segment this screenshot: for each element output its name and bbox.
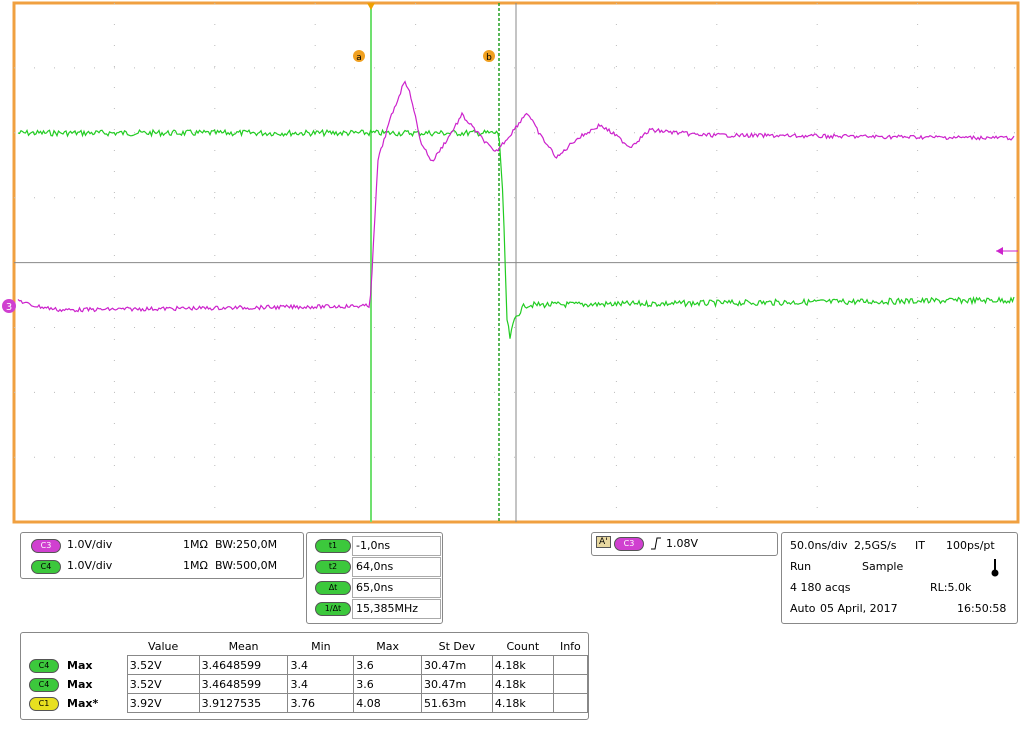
acq-text: RL:5.0k [930,581,972,594]
header-cell: Count [506,639,540,653]
trigger-arrow [996,247,1003,255]
measure-name: Max [67,658,93,672]
ref-label: 3 [6,302,12,313]
measure-cell: 3.4648599 [198,655,289,675]
measure-cell: 4.08 [353,693,422,713]
badge: C4 [29,658,59,673]
badge: C4 [29,677,59,692]
grid [14,3,1018,522]
measure-cell: 4.18k [491,674,554,694]
header-cell [25,637,127,656]
trigger-pos [367,3,375,10]
badge: C3 [31,539,61,553]
badge: C3 [614,537,644,551]
measure-cell: 30.47m [420,655,493,675]
measure-cell: 3.9127535 [198,693,289,713]
header-cell: Info [559,639,581,653]
badge: C1 [29,696,59,711]
row-label: C1 Max* [25,694,127,713]
bandwidth: BW:500,0M [215,559,278,572]
measurement-row: C4 Max 3.52V 3.4648599 3.4 3.6 30.47m 4.18k [25,655,589,675]
trace-c4 [17,128,1015,339]
measure-cell: 3.4 [287,674,355,694]
scale: 1.0V/div [67,538,113,551]
waveform-display: a b 3 [2,1,1020,524]
trigger-state-icon [991,559,999,577]
acq-text: 100ps/pt [946,539,995,552]
cursor-value: 65,0ns [352,578,441,598]
header-row: Value Mean Min Max St Dev Count Info [25,637,588,656]
acq-text: 05 April, 2017 [820,602,898,615]
cursor-badge: 1/Δt [315,602,351,616]
acq-text: 2,5GS/s [854,539,897,552]
measure-cell [552,655,589,675]
trigger-source: A' [596,536,611,548]
cursor-badge: t2 [315,560,351,574]
measure-cell: 3.4648599 [198,674,289,694]
acq-text: 16:50:58 [957,602,1007,615]
row-label: C4 Max [25,675,127,694]
cursor-a-label: a [356,53,362,63]
measurement-row: C1 Max* 3.92V 3.9127535 3.76 4.08 51.63m 4.18k [25,693,589,713]
ref-marker [2,299,16,313]
cursor-b-label: b [486,53,492,63]
channel-panel: C3 1.0V/div 1MΩ BW:250,0M C4 1.0V/div 1M… [20,532,304,579]
acq-text: Sample [862,560,904,573]
cursor-panel: t1 -1,0ns t2 64,0ns Δt 65,0ns 1/Δt 15,385MHz [306,532,443,624]
acq-text: IT [915,539,925,552]
measure-cell [552,674,589,694]
measurement-panel: Value Mean Min Max St Dev Count Info C4 Max 3.52V… [20,632,589,720]
cursor-badge: t1 [315,539,351,553]
measure-cell [552,693,589,713]
trigger-level: 1.08V [666,537,699,550]
measure-cell: 51.63m [420,693,493,713]
measure-cell: 3.6 [353,655,422,675]
header-cell: Mean [228,639,259,653]
header-cell: Max [376,639,399,653]
cursor-b-marker [483,50,495,62]
cursor-value: 15,385MHz [352,599,441,619]
cursor-value: -1,0ns [352,536,441,556]
measure-cell: 3.92V [126,693,200,713]
bandwidth: BW:250,0M [215,538,278,551]
measure-cell: 3.6 [353,674,422,694]
acq-text: 50.0ns/div [790,539,848,552]
measure-name: Max* [67,696,99,710]
badge: C4 [31,560,61,574]
cursor-badge: Δt [315,581,351,595]
measure-cell: 3.52V [126,655,200,675]
header-cell: Min [311,639,331,653]
trace-c3 [17,80,1015,313]
acq-text: Auto [790,602,816,615]
row-label: C4 Max [25,656,127,675]
measure-cell: 3.4 [287,655,355,675]
acq-text: 4 180 acqs [790,581,851,594]
measure-cell: 4.18k [491,655,554,675]
acq-text: Run [790,560,812,573]
measure-cell: 3.76 [287,693,355,713]
acquisition-panel: 50.0ns/div 2,5GS/s IT 100ps/pt Run Sampl… [781,532,1018,624]
measure-cell: 4.18k [491,693,554,713]
measurement-row: C4 Max 3.52V 3.4648599 3.4 3.6 30.47m 4.18k [25,674,589,694]
measurement-table: Value Mean Min Max St Dev Count Info C4 Max 3.52V… [25,637,589,713]
measure-cell: 3.52V [126,674,200,694]
measure-name: Max [67,677,93,691]
header-cell: Value [148,639,179,653]
trigger-panel: A' C3 1.08V [591,532,778,556]
impedance: 1MΩ [183,538,208,551]
cursor-a-marker [353,50,365,62]
edge-icon [651,537,661,550]
measure-cell: 30.47m [420,674,493,694]
scale: 1.0V/div [67,559,113,572]
cursor-value: 64,0ns [352,557,441,577]
header-cell: St Dev [438,639,476,653]
impedance: 1MΩ [183,559,208,572]
